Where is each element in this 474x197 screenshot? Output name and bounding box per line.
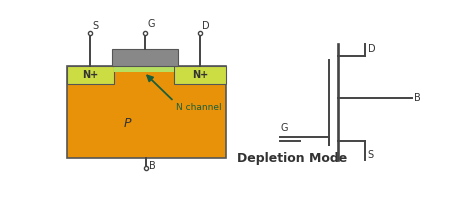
Text: N+: N+	[192, 70, 208, 80]
Text: S: S	[368, 150, 374, 160]
Text: B: B	[414, 93, 421, 103]
Text: N channel: N channel	[175, 103, 221, 112]
Text: S: S	[92, 20, 99, 31]
Text: P: P	[124, 117, 131, 130]
Text: G: G	[147, 19, 155, 29]
Text: N+: N+	[82, 70, 99, 80]
Text: D: D	[368, 45, 375, 54]
Bar	[174, 66, 226, 85]
Bar	[113, 66, 174, 72]
Text: Depletion Mode: Depletion Mode	[237, 151, 347, 164]
Bar	[112, 49, 178, 66]
Text: B: B	[149, 162, 155, 171]
Text: G: G	[281, 123, 288, 133]
Bar	[67, 66, 113, 85]
Bar	[67, 66, 226, 158]
Text: D: D	[202, 20, 210, 31]
